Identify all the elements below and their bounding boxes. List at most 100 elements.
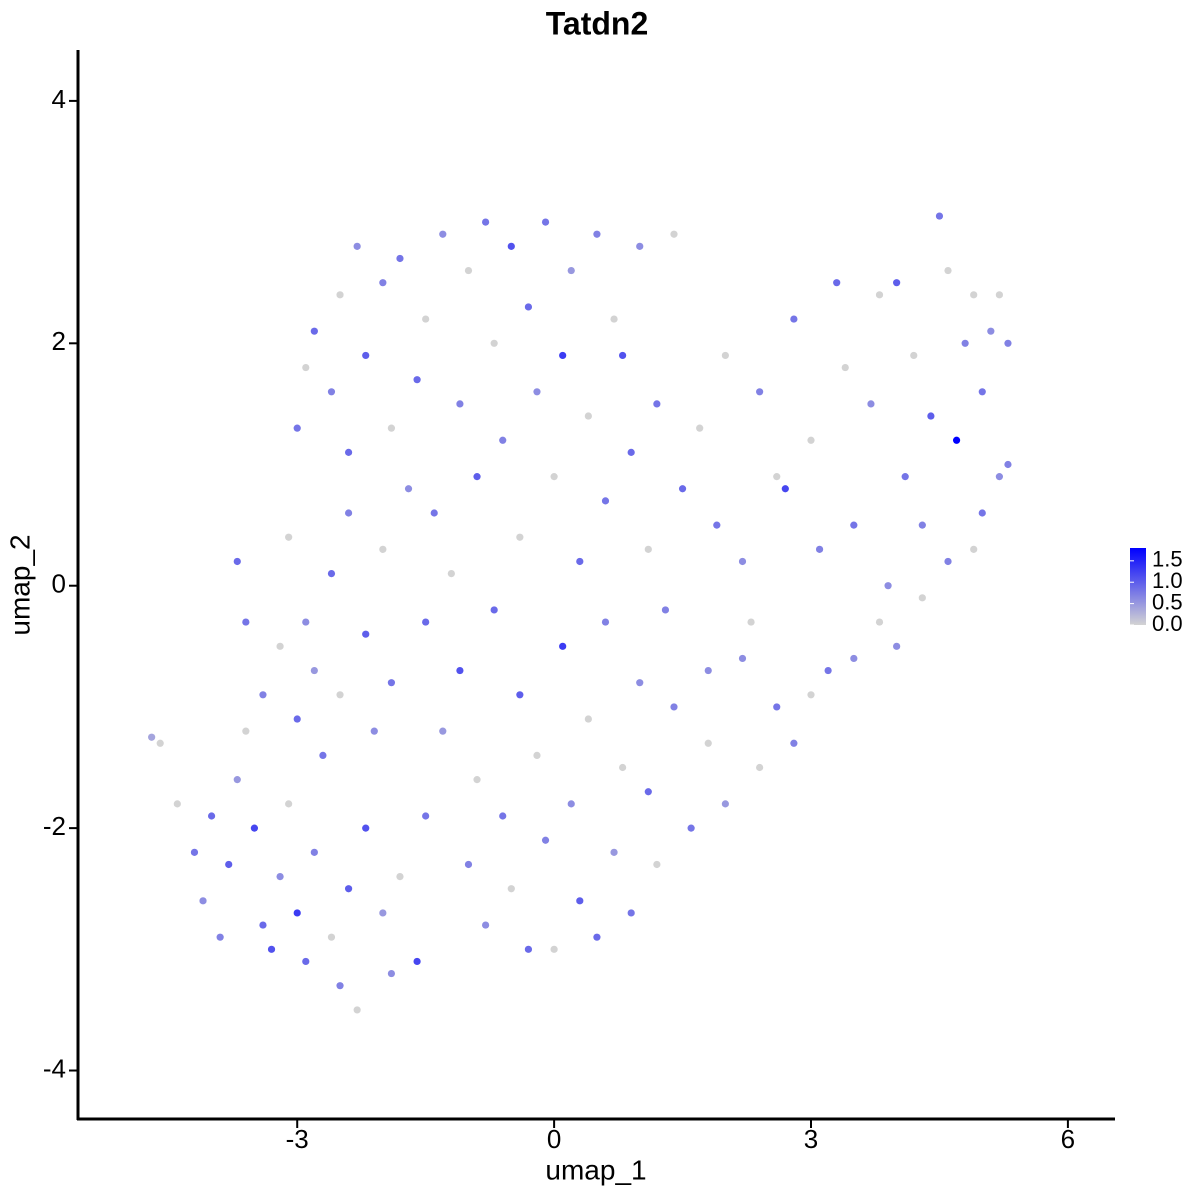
cell-point xyxy=(893,279,901,287)
cell-point xyxy=(987,327,995,335)
cell-point xyxy=(310,848,318,856)
cell-point xyxy=(978,388,986,396)
cell-point xyxy=(533,751,541,759)
cell-point xyxy=(310,666,318,675)
x-tick-label: 6 xyxy=(1061,1124,1075,1154)
cell-point xyxy=(893,642,901,650)
colorbar-tick-label: 1.0 xyxy=(1152,568,1183,593)
cell-point xyxy=(884,582,892,590)
chart-title: Tatdn2 xyxy=(546,5,649,41)
cell-point xyxy=(327,569,336,578)
cell-point xyxy=(995,291,1003,299)
cell-point xyxy=(704,666,712,675)
cell-point xyxy=(644,788,652,796)
colorbar-tick-label: 0.0 xyxy=(1152,611,1183,636)
colorbar xyxy=(1130,548,1146,625)
cell-point xyxy=(559,642,567,650)
cell-point xyxy=(696,424,704,432)
cell-point xyxy=(935,212,944,220)
cell-point xyxy=(593,230,601,238)
cell-point xyxy=(267,945,276,953)
cell-point xyxy=(559,351,567,360)
cell-point xyxy=(473,473,481,481)
cell-point xyxy=(413,957,421,966)
cell-point xyxy=(636,679,644,687)
y-tick-label: 0 xyxy=(52,569,66,599)
cell-point xyxy=(413,376,421,384)
cell-point xyxy=(687,824,695,832)
cell-point xyxy=(815,545,824,553)
cell-point xyxy=(327,388,336,396)
cell-point xyxy=(285,533,293,541)
y-tick-label: 4 xyxy=(52,84,66,114)
cell-point xyxy=(824,666,832,675)
cell-point xyxy=(327,933,336,941)
cell-point xyxy=(387,679,396,687)
cell-point xyxy=(961,339,969,347)
cell-point xyxy=(867,400,875,408)
y-axis-label: umap_2 xyxy=(4,534,35,635)
cell-point xyxy=(404,485,413,493)
cell-point xyxy=(619,351,627,360)
cell-point xyxy=(464,266,473,275)
colorbar-tick-label: 1.5 xyxy=(1152,547,1183,572)
cell-point xyxy=(379,279,387,287)
colorbar-tick-label: 0.5 xyxy=(1152,589,1183,614)
cell-point xyxy=(156,739,164,747)
cell-point xyxy=(944,557,952,566)
cell-point xyxy=(601,618,610,626)
cell-point xyxy=(490,339,498,347)
cell-point xyxy=(199,897,207,905)
cell-point xyxy=(173,800,181,808)
cell-point xyxy=(225,860,233,869)
cell-point xyxy=(242,618,250,626)
cell-point xyxy=(918,521,926,529)
cell-point xyxy=(293,715,301,723)
cell-point xyxy=(627,909,635,917)
cell-point xyxy=(336,291,344,299)
cell-point xyxy=(259,691,267,699)
cell-point xyxy=(507,242,515,250)
cell-point xyxy=(738,557,747,566)
cell-point xyxy=(396,254,404,263)
cell-point xyxy=(1004,339,1012,347)
cell-point xyxy=(422,315,430,323)
cell-point xyxy=(901,473,909,481)
cell-point xyxy=(190,848,199,856)
cell-point xyxy=(610,315,618,323)
cell-point xyxy=(285,800,293,808)
cell-point xyxy=(276,872,284,881)
cell-point xyxy=(396,872,404,881)
cell-point xyxy=(233,557,241,566)
cell-point xyxy=(370,727,378,735)
x-tick-label: 0 xyxy=(547,1124,561,1154)
cell-point xyxy=(601,497,610,505)
y-tick-label: -4 xyxy=(43,1053,66,1083)
cell-point xyxy=(490,606,498,614)
y-tick-label: 2 xyxy=(52,326,66,356)
cell-point xyxy=(756,763,764,772)
cell-point xyxy=(456,666,464,675)
cell-point xyxy=(644,545,652,553)
cell-point xyxy=(833,279,841,287)
cell-point xyxy=(482,218,490,226)
cell-point xyxy=(310,327,318,335)
cell-point xyxy=(995,473,1003,481)
cell-point xyxy=(276,642,284,650)
cell-point xyxy=(541,218,550,226)
cell-point xyxy=(636,242,644,250)
cell-point xyxy=(584,412,592,420)
cell-point xyxy=(721,800,729,808)
y-tick-label: -2 xyxy=(43,811,66,841)
cell-point xyxy=(533,388,541,396)
cell-point xyxy=(550,473,558,481)
cell-point xyxy=(567,266,575,275)
cell-point xyxy=(473,776,481,784)
cell-point xyxy=(516,691,524,699)
cell-point xyxy=(584,715,592,723)
cell-point xyxy=(970,545,978,553)
cell-point xyxy=(430,509,438,517)
cell-point xyxy=(302,363,310,372)
cell-point xyxy=(482,921,490,929)
